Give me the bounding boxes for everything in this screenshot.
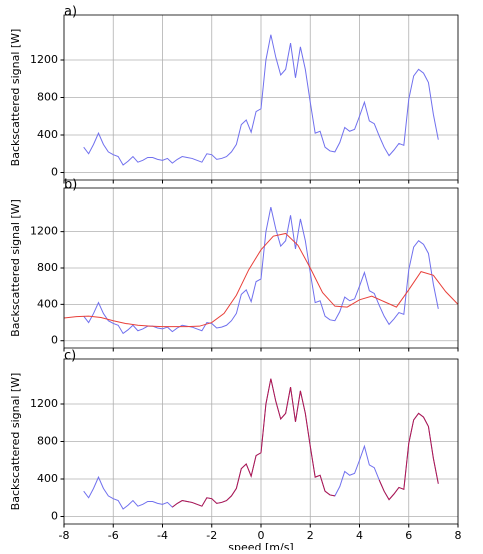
- x-tick-label: 0: [258, 529, 265, 542]
- y-tick-label: 0: [51, 334, 58, 347]
- y-axis-label: Backscattered signal [W]: [9, 199, 22, 337]
- y-tick-label: 400: [37, 128, 58, 141]
- y-tick-label: 0: [51, 510, 58, 523]
- y-axis-label: Backscattered signal [W]: [9, 29, 22, 167]
- x-tick-label: 8: [455, 529, 462, 542]
- data-line: [172, 378, 439, 508]
- y-tick-label: 1200: [30, 53, 58, 66]
- axes-frame: [63, 358, 459, 525]
- y-tick-label: 800: [37, 91, 58, 104]
- y-tick-label: 800: [37, 435, 58, 448]
- x-axis-label: speed [m/s]: [228, 541, 293, 550]
- y-tick-label: 1200: [30, 225, 58, 238]
- x-tick-label: -8: [59, 529, 70, 542]
- y-tick-label: 400: [37, 297, 58, 310]
- panel-label: b): [64, 178, 77, 193]
- x-tick-label: -6: [108, 529, 119, 542]
- y-tick-label: 1200: [30, 397, 58, 410]
- data-line: [64, 232, 458, 328]
- x-tick-label: -4: [157, 529, 168, 542]
- panel-label: c): [64, 349, 76, 364]
- axes-frame: [63, 14, 459, 181]
- x-tick-label: -2: [206, 529, 217, 542]
- y-tick-label: 0: [51, 166, 58, 179]
- data-line: [83, 206, 439, 335]
- y-tick-label: 800: [37, 261, 58, 274]
- y-tick-label: 400: [37, 472, 58, 485]
- x-tick-label: 6: [405, 529, 412, 542]
- x-tick-label: 4: [356, 529, 363, 542]
- axes-frame: [63, 187, 459, 349]
- data-line: [83, 34, 439, 166]
- y-axis-label: Backscattered signal [W]: [9, 373, 22, 511]
- x-tick-label: 2: [307, 529, 314, 542]
- panel-label: a): [64, 5, 77, 20]
